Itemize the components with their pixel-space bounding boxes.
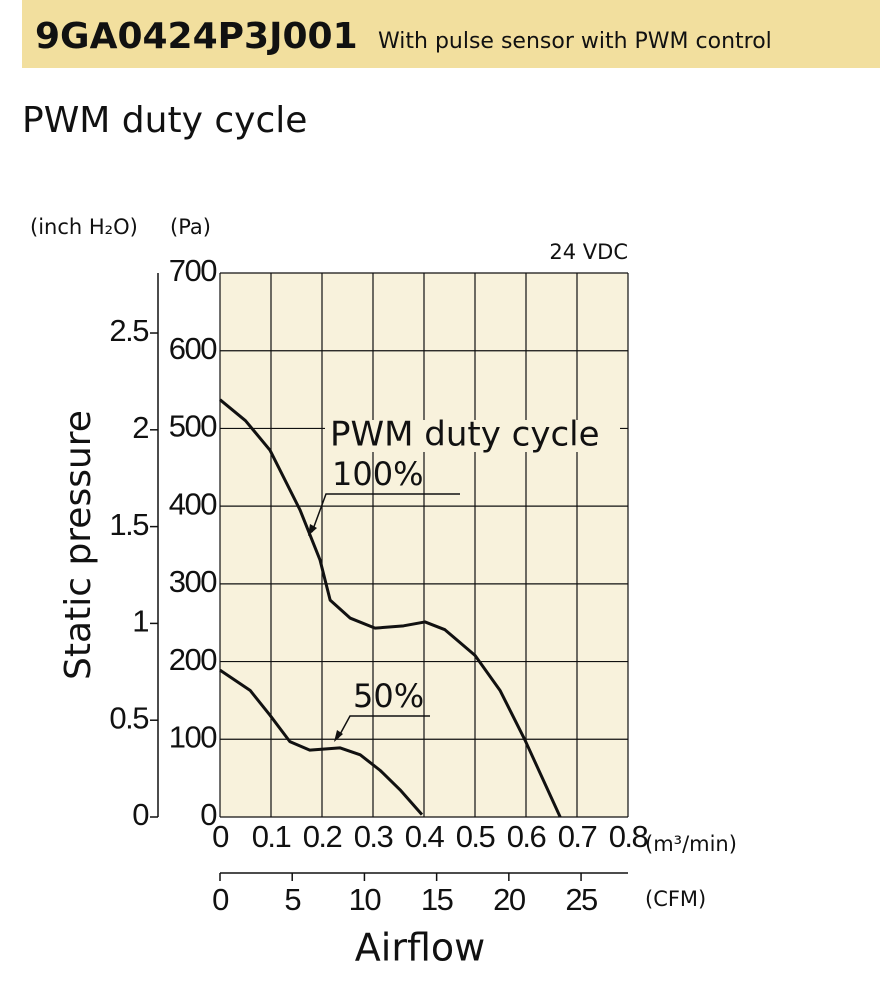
x-tick-label: 0.5 — [456, 819, 495, 854]
y-tick-label: 600 — [169, 331, 217, 366]
x-axis-label: Airflow — [355, 926, 485, 970]
y-unit: (Pa) — [170, 215, 211, 239]
y-axis-label: Static pressure — [58, 410, 99, 680]
arrow-head — [334, 730, 343, 742]
series-label: 100% — [332, 455, 423, 493]
x-tick-label: 0.8 — [609, 819, 648, 854]
x2-tick-label: 25 — [565, 882, 597, 917]
x2-tick-label: 5 — [284, 882, 300, 917]
y2-tick-label: 0.5 — [109, 700, 148, 735]
y2-tick-label: 1.5 — [109, 507, 148, 542]
x2-tick-label: 15 — [421, 882, 453, 917]
x2-tick-label: 10 — [349, 882, 382, 917]
y-tick-label: 700 — [169, 253, 217, 288]
y2-tick-label: 2.5 — [109, 313, 148, 348]
note: 24 VDC — [549, 240, 628, 264]
x-tick-label: 0.1 — [252, 819, 291, 854]
y-tick-label: 100 — [169, 719, 217, 754]
series-line — [219, 398, 562, 818]
x-tick-label: 0.7 — [558, 819, 597, 854]
y-tick-label: 0 — [200, 797, 217, 832]
y2-tick-label: 0 — [132, 797, 149, 832]
x-tick-label: 0.4 — [405, 819, 445, 854]
plot — [219, 272, 629, 818]
chart-title: PWM duty cycle — [22, 100, 307, 141]
y-tick-label: 200 — [169, 642, 217, 677]
leader-line — [337, 715, 430, 739]
x2-tick-label: 20 — [493, 882, 526, 917]
y-tick-label: 500 — [169, 409, 217, 444]
x-unit: (m³/min) — [645, 832, 737, 856]
header-title: 9GA0424P3J001 — [35, 16, 358, 57]
header-band — [22, 0, 880, 68]
series-line — [219, 668, 424, 816]
y-tick-label: 300 — [169, 564, 217, 599]
series-label: 50% — [353, 677, 424, 715]
y2-tick-label: 1 — [132, 604, 148, 639]
header-subtitle: With pulse sensor with PWM control — [378, 29, 772, 54]
x-tick-label: 0.6 — [507, 819, 546, 854]
x-tick-label: 0.2 — [303, 819, 342, 854]
annotation: PWM duty cycle — [330, 415, 600, 455]
y2-unit: (inch H₂O) — [30, 215, 138, 239]
leader-line — [311, 493, 460, 533]
x-tick-label: 0 — [212, 819, 229, 854]
y-tick-label: 400 — [169, 486, 217, 521]
annotation-bg — [325, 420, 620, 452]
arrow-head — [308, 524, 317, 536]
x2-tick-label: 0 — [212, 882, 229, 917]
x-tick-label: 0.3 — [354, 819, 393, 854]
x2-unit: (CFM) — [645, 887, 706, 911]
y2-tick-label: 2 — [132, 410, 148, 445]
